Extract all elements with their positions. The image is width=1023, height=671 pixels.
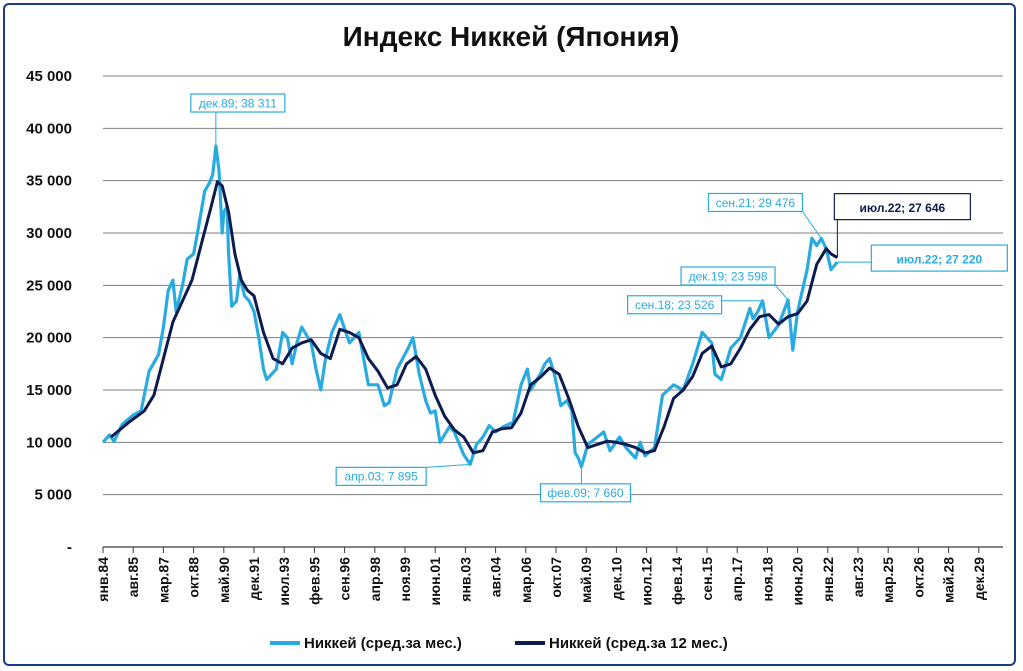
y-tick-label: 35 000	[26, 173, 72, 190]
y-tick-label: 40 000	[26, 120, 72, 137]
label-text: сен.21; 29 476	[716, 196, 796, 210]
legend-item: Никкей (сред.за 12 мес.)	[515, 635, 728, 652]
y-tick-label: 25 000	[26, 277, 72, 294]
data-label: дек.89; 38 311	[190, 93, 286, 147]
x-tick-label: янв.22	[820, 557, 836, 602]
x-tick-label: ноя.18	[759, 557, 775, 602]
x-tick-label: апр.17	[729, 557, 745, 601]
y-tick-label: 45 000	[26, 68, 72, 85]
label-text: июл.22; 27 646	[860, 201, 946, 215]
data-label: фев.09; 7 660	[539, 466, 632, 503]
series-line-monthly	[101, 144, 839, 469]
x-tick-label: мар.25	[880, 557, 896, 603]
x-tick-label: окт.88	[186, 557, 202, 598]
y-tick-label: 20 000	[26, 330, 72, 347]
gridlines	[103, 75, 1003, 496]
data-label: июл.22; 27 220	[837, 244, 1008, 272]
legend-item: Никкей (сред.за мес.)	[270, 635, 462, 652]
data-label: июл.22; 27 646	[833, 193, 971, 258]
label-box	[627, 295, 723, 315]
y-tick-label: 30 000	[26, 225, 72, 242]
label-box	[833, 193, 971, 221]
y-tick-label: 5 000	[34, 487, 72, 504]
series-line-12m	[109, 180, 839, 455]
x-tick-label: дек.29	[971, 557, 987, 600]
label-text: фев.09; 7 660	[547, 486, 624, 500]
y-tick-label: 15 000	[26, 382, 72, 399]
label-text: сен.18; 23 526	[635, 298, 715, 312]
label-leader	[802, 211, 822, 239]
x-tick-label: май.28	[941, 557, 957, 603]
label-text: дек.89; 38 311	[199, 96, 277, 110]
data-label: апр.03; 7 895	[335, 463, 471, 486]
legend-label: Никкей (сред.за мес.)	[304, 635, 462, 652]
y-tick-label: 10 000	[26, 434, 72, 451]
x-tick-label: июн.01	[427, 557, 443, 606]
y-tick-label: -	[67, 539, 72, 556]
x-tick-label: авг.85	[125, 557, 141, 597]
legend: Никкей (сред.за мес.) Никкей (сред.за 12 …	[270, 635, 728, 652]
label-text: дек.19; 23 598	[689, 269, 768, 283]
label-text: июл.22; 27 220	[897, 252, 983, 266]
x-tick-label: янв.84	[95, 557, 111, 602]
annotations: дек.89; 38 311 апр.03; 7 895 фев.09; 7 660…	[190, 93, 1008, 503]
x-tick-label: май.90	[216, 557, 232, 603]
chart-title: Индекс Никкей (Япония)	[343, 21, 680, 52]
x-tick-label: июл.93	[276, 557, 292, 606]
label-leader	[774, 284, 789, 301]
label-text: апр.03; 7 895	[345, 470, 419, 484]
label-box	[190, 93, 286, 113]
x-tick-label: авг.04	[488, 557, 504, 597]
x-tick-label: апр.98	[367, 557, 383, 601]
data-label: дек.19; 23 598	[680, 266, 789, 301]
x-tick-label: янв.03	[457, 557, 473, 602]
x-tick-label: дек.91	[246, 557, 262, 600]
x-tick-label: сен.96	[337, 557, 353, 601]
x-tick-label: июл.12	[639, 557, 655, 606]
x-tick-label: июн.20	[790, 557, 806, 606]
y-axis-ticks: - 5 000 10 000 15 000 20 000 25 000 30 000 35 0…	[26, 68, 72, 556]
x-tick-label: окт.07	[548, 557, 564, 598]
chart-frame	[3, 3, 1016, 666]
x-tick-label: мар.06	[518, 557, 534, 603]
label-leader	[426, 463, 471, 468]
x-tick-label: фев.14	[669, 557, 685, 605]
label-box	[870, 244, 1008, 272]
x-tick-label: сен.15	[699, 557, 715, 601]
x-tick-label: май.09	[578, 557, 594, 603]
data-label: сен.18; 23 526	[627, 295, 763, 315]
x-tick-label: дек.10	[608, 557, 624, 600]
label-box	[680, 266, 776, 286]
data-label: сен.21; 29 476	[707, 192, 822, 239]
x-tick-label: окт.26	[910, 557, 926, 598]
x-tick-label: мар.87	[155, 557, 171, 603]
x-axis: янв.84 авг.85 мар.87 окт.88 май.90 дек.91 июл.…	[95, 546, 1003, 606]
x-tick-label: фев.95	[306, 557, 322, 605]
label-box	[539, 483, 632, 503]
label-box	[707, 192, 804, 213]
legend-label: Никкей (сред.за 12 мес.)	[549, 635, 728, 652]
x-tick-label: авг.23	[850, 557, 866, 597]
label-box	[335, 466, 427, 486]
x-tick-label: ноя.99	[397, 557, 413, 602]
series-lines	[101, 144, 839, 469]
